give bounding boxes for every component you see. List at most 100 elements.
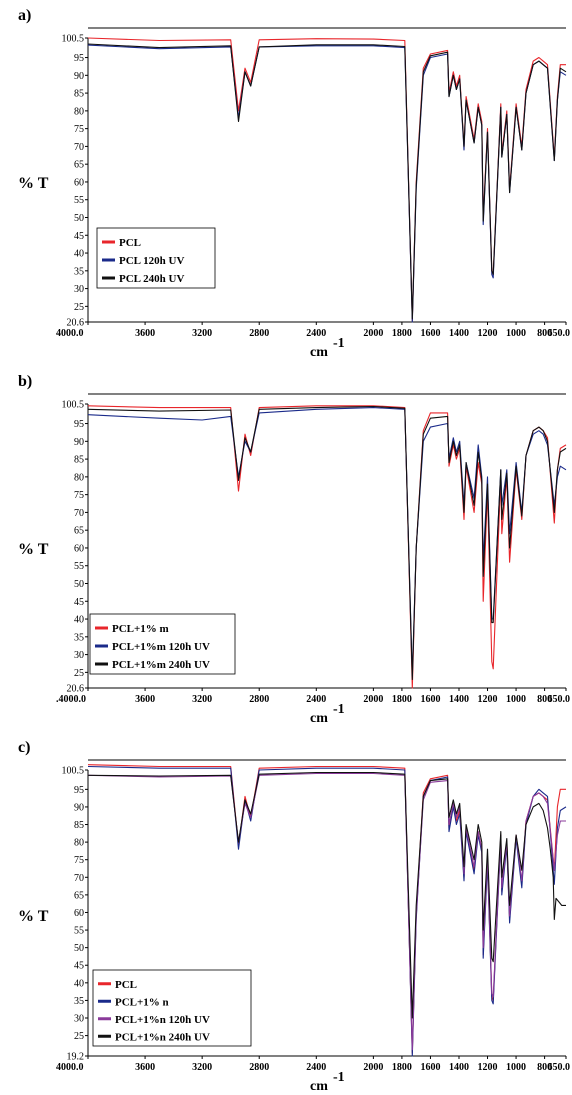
y-tick-label: 50	[74, 213, 84, 224]
series-line-3	[87, 405, 567, 681]
x-tick-label: 3600	[135, 328, 155, 339]
y-tick-label: 80	[74, 472, 84, 483]
x-axis-label: cm	[310, 1079, 328, 1094]
y-tick-label: 40	[74, 615, 84, 626]
x-tick-label: 2800	[249, 328, 269, 339]
y-tick-label: 25	[74, 1031, 84, 1042]
y-tick-label: 19.2	[67, 1052, 85, 1063]
x-tick-label: 3600	[135, 694, 155, 705]
series-line-4	[87, 771, 566, 1019]
legend-box	[92, 969, 252, 1047]
y-tick-label: 45	[74, 597, 84, 608]
legend-label: PCL+1% m	[112, 623, 169, 635]
y-tick-label: 45	[74, 231, 84, 242]
legend-label: PCL 240h UV	[119, 273, 184, 285]
y-tick-label: 35	[74, 996, 84, 1007]
y-tick-label: 45	[74, 961, 84, 972]
y-tick-label: 35	[74, 632, 84, 643]
y-tick-label: 35	[74, 266, 84, 277]
y-tick-label: 40	[74, 249, 84, 260]
x-tick-label: 1000	[506, 328, 526, 339]
x-tick-label: 4000.0	[56, 1062, 84, 1073]
chart-panel-2: b) 100.5 95 90 85 80 75 70 65 60 55 50 45 40 35 30 25 20.…	[18, 373, 570, 726]
x-tick-label: 2000	[363, 1062, 383, 1073]
panel-label: c)	[18, 739, 30, 756]
x-tick-label: 1800	[392, 1062, 412, 1073]
y-tick-label: 95	[74, 53, 84, 64]
legend-label: PCL+1%n 240h UV	[115, 1031, 210, 1043]
x-tick-label: 2800	[249, 1062, 269, 1073]
y-tick-label: 85	[74, 820, 84, 831]
y-tick-label: 30	[74, 1014, 84, 1025]
y-tick-label: 80	[74, 838, 84, 849]
series-line-2	[87, 407, 567, 677]
x-tick-label: 1200	[478, 694, 498, 705]
legend-box	[89, 613, 236, 675]
y-tick-label: 95	[74, 419, 84, 430]
y-tick-label: 85	[74, 89, 84, 100]
x-tick-label: 1200	[478, 1062, 498, 1073]
y-tick-label: 65	[74, 160, 84, 171]
legend-label: PCL+1%m 240h UV	[112, 659, 210, 671]
x-tick-label: 800	[537, 694, 552, 705]
series-line-3	[87, 43, 567, 320]
x-axis-label-superscript: -1	[333, 336, 345, 351]
legend-label: PCL+1%n 120h UV	[115, 1014, 210, 1026]
y-tick-label: 50	[74, 943, 84, 954]
x-tick-label: 1600	[420, 1062, 440, 1073]
x-tick-label: 1000	[506, 1062, 526, 1073]
x-tick-label: 1400	[449, 328, 469, 339]
y-tick-label: 90	[74, 802, 84, 813]
y-tick-label: 60	[74, 908, 84, 919]
y-axis-label: % T	[18, 908, 49, 925]
legend-label: PCL	[119, 237, 141, 249]
x-tick-label: 1000	[506, 694, 526, 705]
panel-label: a)	[18, 7, 31, 24]
y-tick-label: 30	[74, 284, 84, 295]
legend-label: PCL+1%m 120h UV	[112, 641, 210, 653]
y-tick-label: 70	[74, 508, 84, 519]
legend-box	[96, 227, 216, 289]
y-tick-label: 100.5	[62, 400, 85, 411]
x-tick-label: 4000.0	[56, 328, 84, 339]
x-axis-label-superscript: -1	[333, 1070, 345, 1085]
y-tick-label: 100.5	[62, 34, 85, 45]
y-tick-label: 55	[74, 561, 84, 572]
x-tick-label: 2800	[249, 694, 269, 705]
x-tick-label: 1400	[449, 1062, 469, 1073]
x-tick-label: 2400	[306, 1062, 326, 1073]
y-tick-label: 100.5	[62, 766, 85, 777]
y-axis-label: % T	[18, 175, 49, 192]
y-tick-label: 80	[74, 106, 84, 117]
chart-panel-1: a) 100.5 95 90 85 80 75 70 65 60 55 50 45 40 35 30 25 20.…	[18, 7, 570, 360]
y-tick-label: 25	[74, 668, 84, 679]
x-axis-label: cm	[310, 345, 328, 360]
y-tick-label: 90	[74, 71, 84, 82]
x-tick-label: 3600	[135, 1062, 155, 1073]
y-tick-label: 95	[74, 785, 84, 796]
y-tick-label: 40	[74, 978, 84, 989]
x-tick-label: 3200	[192, 1062, 212, 1073]
legend-label: PCL	[115, 979, 137, 991]
y-tick-label: 55	[74, 195, 84, 206]
x-tick-label: 2400	[306, 328, 326, 339]
x-tick-label: 1600	[420, 694, 440, 705]
x-tick-label: 650.0	[548, 328, 571, 339]
y-tick-label: 85	[74, 455, 84, 466]
x-tick-label: 2000	[363, 328, 383, 339]
x-tick-label: 1200	[478, 328, 498, 339]
x-tick-label: 2400	[306, 694, 326, 705]
y-tick-label: 70	[74, 873, 84, 884]
y-tick-label: 30	[74, 650, 84, 661]
y-tick-label: 20.6	[67, 318, 85, 329]
x-tick-label: 2000	[363, 694, 383, 705]
y-tick-label: 75	[74, 490, 84, 501]
x-tick-label: 1800	[392, 694, 412, 705]
y-tick-label: 75	[74, 124, 84, 135]
x-tick-label: 650.0	[548, 1062, 571, 1073]
x-tick-label: 1400	[449, 694, 469, 705]
x-tick-label: 3200	[192, 694, 212, 705]
legend-label: PCL+1% n	[115, 996, 169, 1008]
legend-label: PCL 120h UV	[119, 255, 184, 267]
